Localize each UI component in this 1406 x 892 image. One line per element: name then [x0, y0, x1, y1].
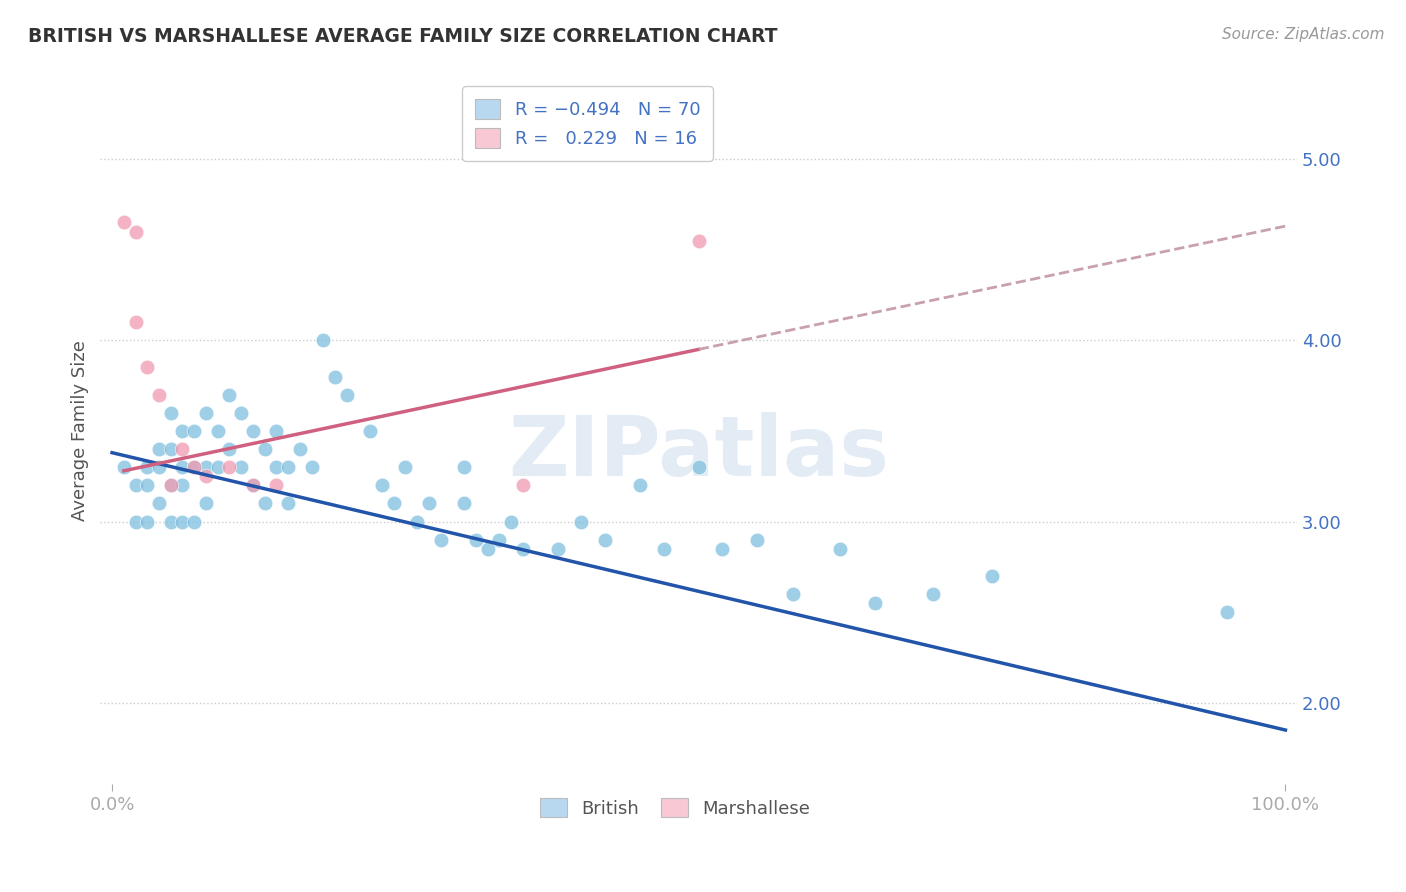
Point	[172, 442, 194, 456]
Y-axis label: Average Family Size: Average Family Size	[72, 341, 89, 521]
Point	[1216, 605, 1239, 619]
Point	[547, 541, 569, 556]
Point	[453, 460, 475, 475]
Point	[136, 478, 159, 492]
Point	[571, 515, 593, 529]
Point	[312, 333, 335, 347]
Point	[382, 496, 405, 510]
Point	[218, 442, 240, 456]
Text: BRITISH VS MARSHALLESE AVERAGE FAMILY SIZE CORRELATION CHART: BRITISH VS MARSHALLESE AVERAGE FAMILY SI…	[28, 27, 778, 45]
Point	[159, 515, 181, 529]
Point	[512, 541, 534, 556]
Point	[183, 424, 205, 438]
Point	[242, 478, 264, 492]
Point	[112, 460, 135, 475]
Point	[207, 460, 229, 475]
Point	[183, 460, 205, 475]
Point	[159, 442, 181, 456]
Point	[136, 360, 159, 375]
Point	[148, 442, 170, 456]
Point	[124, 478, 146, 492]
Point	[922, 587, 945, 601]
Point	[159, 478, 181, 492]
Point	[148, 496, 170, 510]
Point	[359, 424, 381, 438]
Point	[371, 478, 394, 492]
Point	[242, 478, 264, 492]
Point	[242, 424, 264, 438]
Point	[406, 515, 429, 529]
Point	[336, 387, 359, 401]
Point	[499, 515, 522, 529]
Text: Source: ZipAtlas.com: Source: ZipAtlas.com	[1222, 27, 1385, 42]
Point	[323, 369, 346, 384]
Point	[288, 442, 311, 456]
Point	[429, 533, 451, 547]
Point	[828, 541, 851, 556]
Point	[172, 515, 194, 529]
Point	[418, 496, 440, 510]
Point	[194, 406, 217, 420]
Point	[136, 515, 159, 529]
Point	[863, 596, 886, 610]
Point	[148, 387, 170, 401]
Point	[148, 460, 170, 475]
Point	[159, 478, 181, 492]
Point	[628, 478, 651, 492]
Point	[231, 406, 253, 420]
Point	[981, 569, 1004, 583]
Point	[136, 460, 159, 475]
Point	[464, 533, 486, 547]
Point	[218, 460, 240, 475]
Point	[172, 460, 194, 475]
Point	[159, 406, 181, 420]
Point	[124, 315, 146, 329]
Point	[266, 460, 288, 475]
Point	[512, 478, 534, 492]
Point	[277, 460, 299, 475]
Point	[207, 424, 229, 438]
Point	[124, 225, 146, 239]
Point	[301, 460, 323, 475]
Point	[453, 496, 475, 510]
Point	[253, 442, 276, 456]
Point	[266, 478, 288, 492]
Point	[688, 460, 710, 475]
Point	[112, 215, 135, 229]
Legend: British, Marshallese: British, Marshallese	[533, 790, 817, 825]
Point	[194, 460, 217, 475]
Point	[183, 515, 205, 529]
Point	[266, 424, 288, 438]
Point	[231, 460, 253, 475]
Point	[688, 234, 710, 248]
Point	[477, 541, 499, 556]
Point	[172, 478, 194, 492]
Point	[194, 469, 217, 483]
Point	[194, 496, 217, 510]
Point	[172, 424, 194, 438]
Point	[711, 541, 734, 556]
Point	[218, 387, 240, 401]
Point	[183, 460, 205, 475]
Point	[782, 587, 804, 601]
Point	[253, 496, 276, 510]
Point	[488, 533, 510, 547]
Point	[747, 533, 769, 547]
Point	[593, 533, 616, 547]
Point	[277, 496, 299, 510]
Point	[652, 541, 675, 556]
Point	[394, 460, 416, 475]
Text: ZIPatlas: ZIPatlas	[508, 411, 889, 492]
Point	[124, 515, 146, 529]
